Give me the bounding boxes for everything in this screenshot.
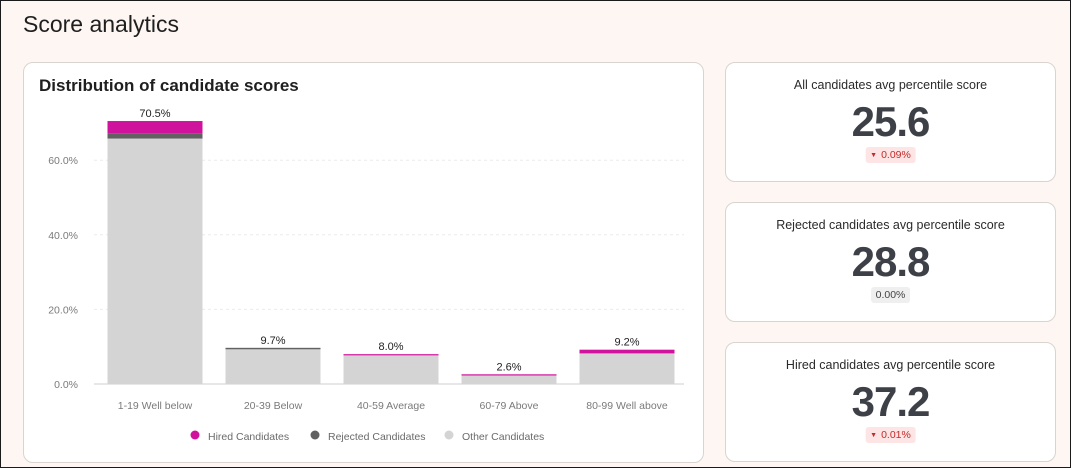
x-tick-label: 80-99 Well above: [586, 400, 668, 412]
bar-segment-other-candidates: [461, 375, 557, 384]
trend-value: 0.09%: [881, 149, 911, 161]
bar-segment-rejected-candidates: [225, 347, 321, 350]
legend-dot: [444, 430, 454, 440]
distribution-chart: 0.0% 20.0% 40.0% 60.0% 70.5% 1-19 Well below 9…: [48, 108, 684, 443]
stat-label: Rejected candidates avg percentile score: [776, 218, 1005, 232]
stat-value: 28.8: [851, 238, 931, 285]
trend-badge: ▼ 0.01%: [865, 427, 916, 443]
legend-label: Other Candidates: [462, 431, 544, 443]
trend-value: 0.01%: [881, 429, 911, 441]
bar-segment-hired-candidates: [461, 374, 557, 376]
bar-segment-hired-candidates: [579, 349, 675, 354]
bar-total-label: 9.7%: [260, 335, 285, 347]
stat-card-rejected: Rejected candidates avg percentile score…: [725, 202, 1056, 322]
bar-segment-other-candidates: [343, 354, 439, 384]
page-title: Score analytics: [23, 11, 179, 37]
bar-total-label: 2.6%: [496, 361, 521, 373]
stat-card-hired: Hired candidates avg percentile score 37…: [725, 342, 1056, 462]
trend-value: 0.00%: [875, 289, 906, 301]
stat-value: 25.6: [851, 98, 931, 145]
x-tick-label: 1-19 Well below: [118, 400, 193, 412]
stat-value: 37.2: [851, 378, 931, 425]
x-tick-label: 60-79 Above: [480, 400, 539, 412]
bar-segment-hired-candidates: [107, 121, 203, 134]
legend-label: Hired Candidates: [208, 431, 289, 443]
stat-label: All candidates avg percentile score: [793, 78, 988, 92]
distribution-chart-card: Distribution of candidate scores 0.0% 20.…: [23, 62, 704, 463]
bar-total-label: 9.2%: [614, 337, 639, 349]
bar-segment-other-candidates: [225, 349, 321, 384]
caret-down-icon: ▼: [870, 432, 878, 439]
x-tick-label: 20-39 Below: [244, 400, 303, 412]
y-tick-label: 40.0%: [48, 230, 78, 242]
stat-label: Hired candidates avg percentile score: [785, 358, 996, 372]
trend-badge: 0.00%: [870, 287, 911, 303]
bar-segment-hired-candidates: [343, 354, 439, 356]
bar-segment-other-candidates: [107, 138, 203, 384]
bar-segment-other-candidates: [579, 353, 675, 384]
stat-card-all: All candidates avg percentile score 25.6…: [725, 62, 1056, 182]
bar-total-label: 70.5%: [139, 108, 170, 120]
bar-segment-rejected-candidates: [107, 133, 203, 139]
y-tick-label: 0.0%: [54, 379, 78, 391]
legend-dot: [190, 430, 200, 440]
chart-title: Distribution of candidate scores: [39, 76, 299, 95]
x-tick-label: 40-59 Average: [357, 400, 425, 412]
legend-dot: [310, 430, 320, 440]
trend-badge: ▼ 0.09%: [865, 147, 916, 163]
y-tick-label: 20.0%: [48, 304, 78, 316]
caret-down-icon: ▼: [870, 152, 878, 159]
y-tick-label: 60.0%: [48, 155, 78, 167]
legend-label: Rejected Candidates: [328, 431, 425, 443]
bar-total-label: 8.0%: [378, 341, 403, 353]
